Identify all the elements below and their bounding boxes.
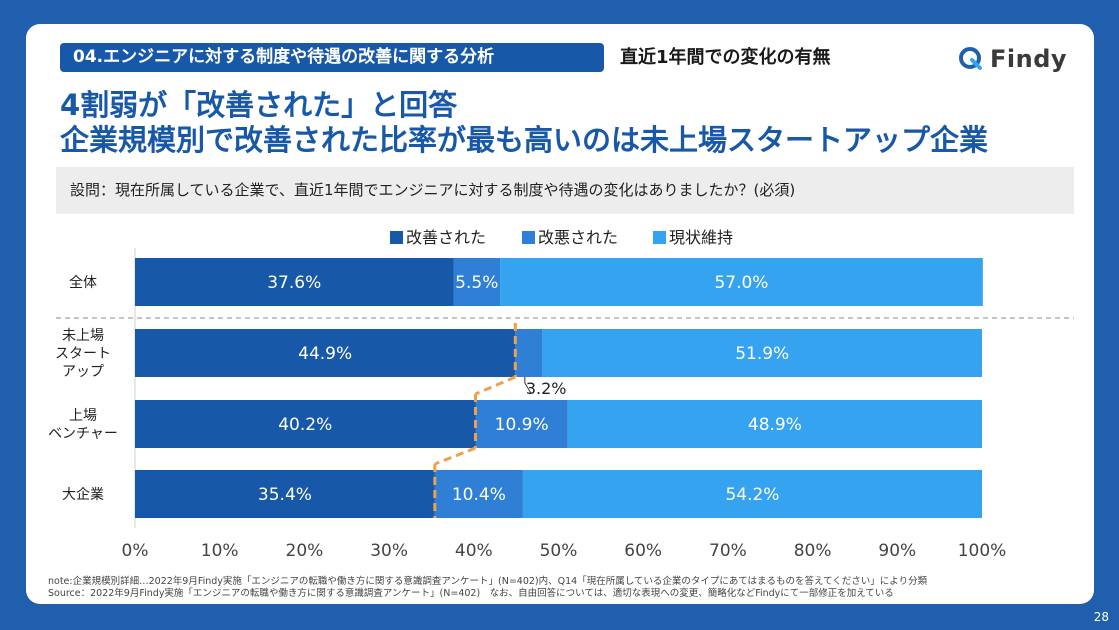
data-label: 48.9% [748, 415, 802, 435]
category-label: 未上場 [62, 328, 104, 344]
category-label: ベンチャー [48, 426, 118, 442]
legend-label: 改悪された [538, 228, 618, 247]
data-label: 57.0% [714, 273, 768, 293]
x-tick-label: 90% [878, 541, 916, 561]
x-tick-label: 50% [540, 541, 578, 561]
survey-question: 設問：現在所属している企業で、直近1年間でエンジニアに対する制度や待遇の変化はあ… [56, 167, 1074, 214]
legend-swatch [390, 231, 403, 244]
category-label: 全体 [69, 274, 97, 291]
findy-logo: Findy [958, 44, 1067, 74]
callout-leader-line [524, 377, 532, 394]
bar-segment [135, 329, 516, 377]
page-title: 4割弱が「改善された」と回答 企業規模別で改善された比率が最も高いのは未上場スタ… [60, 88, 988, 158]
x-tick-label: 100% [958, 541, 1007, 561]
category-label: 大企業 [62, 486, 104, 503]
category-label: 上場 [69, 408, 97, 424]
legend-swatch [522, 231, 535, 244]
bar-segment [522, 470, 982, 518]
category-label: アップ [62, 364, 104, 380]
x-tick-label: 70% [709, 541, 747, 561]
data-label: 51.9% [735, 344, 789, 364]
data-label: 37.6% [267, 273, 321, 293]
legend-swatch [653, 231, 666, 244]
slide-subtitle: 直近1年間での変化の有無 [620, 47, 831, 68]
x-tick-label: 20% [286, 541, 324, 561]
legend-label: 現状維持 [669, 228, 733, 247]
bar-segment [135, 258, 454, 306]
data-label: 40.2% [278, 415, 332, 435]
x-tick-label: 80% [794, 541, 832, 561]
x-tick-label: 60% [624, 541, 662, 561]
data-label: 54.2% [725, 485, 779, 505]
bar-segment [434, 470, 523, 518]
data-label: 44.9% [298, 344, 352, 364]
category-label: スタート [55, 346, 111, 362]
bar-segment [542, 329, 982, 377]
bar-segment [475, 400, 568, 448]
data-label: 5.5% [455, 273, 498, 293]
page-number: 28 [1093, 610, 1109, 624]
bar-segment [500, 258, 983, 306]
connector-diagonal [474, 375, 516, 396]
footnote-note: note:企業規模別詳細…2022年9月Findy実施「エンジニアの転職や働き方… [48, 576, 928, 587]
bar-segment [453, 258, 501, 306]
x-tick-label: 40% [455, 541, 493, 561]
connector-diagonal [434, 446, 477, 466]
section-label: 04.エンジニアに対する制度や待遇の改善に関する分析 [60, 43, 604, 72]
headline-line-2: 企業規模別で改善された比率が最も高いのは未上場スタートアップ企業 [60, 123, 989, 157]
bar-segment [135, 470, 435, 518]
callout-label: 3.2% [526, 379, 567, 398]
findy-logo-icon [959, 47, 982, 70]
headline-line-1: 4割弱が「改善された」と回答 [60, 88, 458, 122]
footnote-source: Source：2022年9月Findy実施「エンジニアの転職や働き方に関する意識… [48, 588, 894, 599]
data-label: 10.4% [452, 485, 506, 505]
legend-label: 改善された [406, 228, 486, 247]
data-label: 10.9% [495, 415, 549, 435]
bar-segment [567, 400, 982, 448]
bar-segment [515, 329, 543, 377]
x-tick-label: 0% [122, 541, 149, 561]
bar-segment [135, 400, 476, 448]
data-label: 35.4% [258, 485, 312, 505]
findy-logo-text: Findy [990, 45, 1068, 73]
x-tick-label: 30% [370, 541, 408, 561]
x-tick-label: 10% [201, 541, 239, 561]
